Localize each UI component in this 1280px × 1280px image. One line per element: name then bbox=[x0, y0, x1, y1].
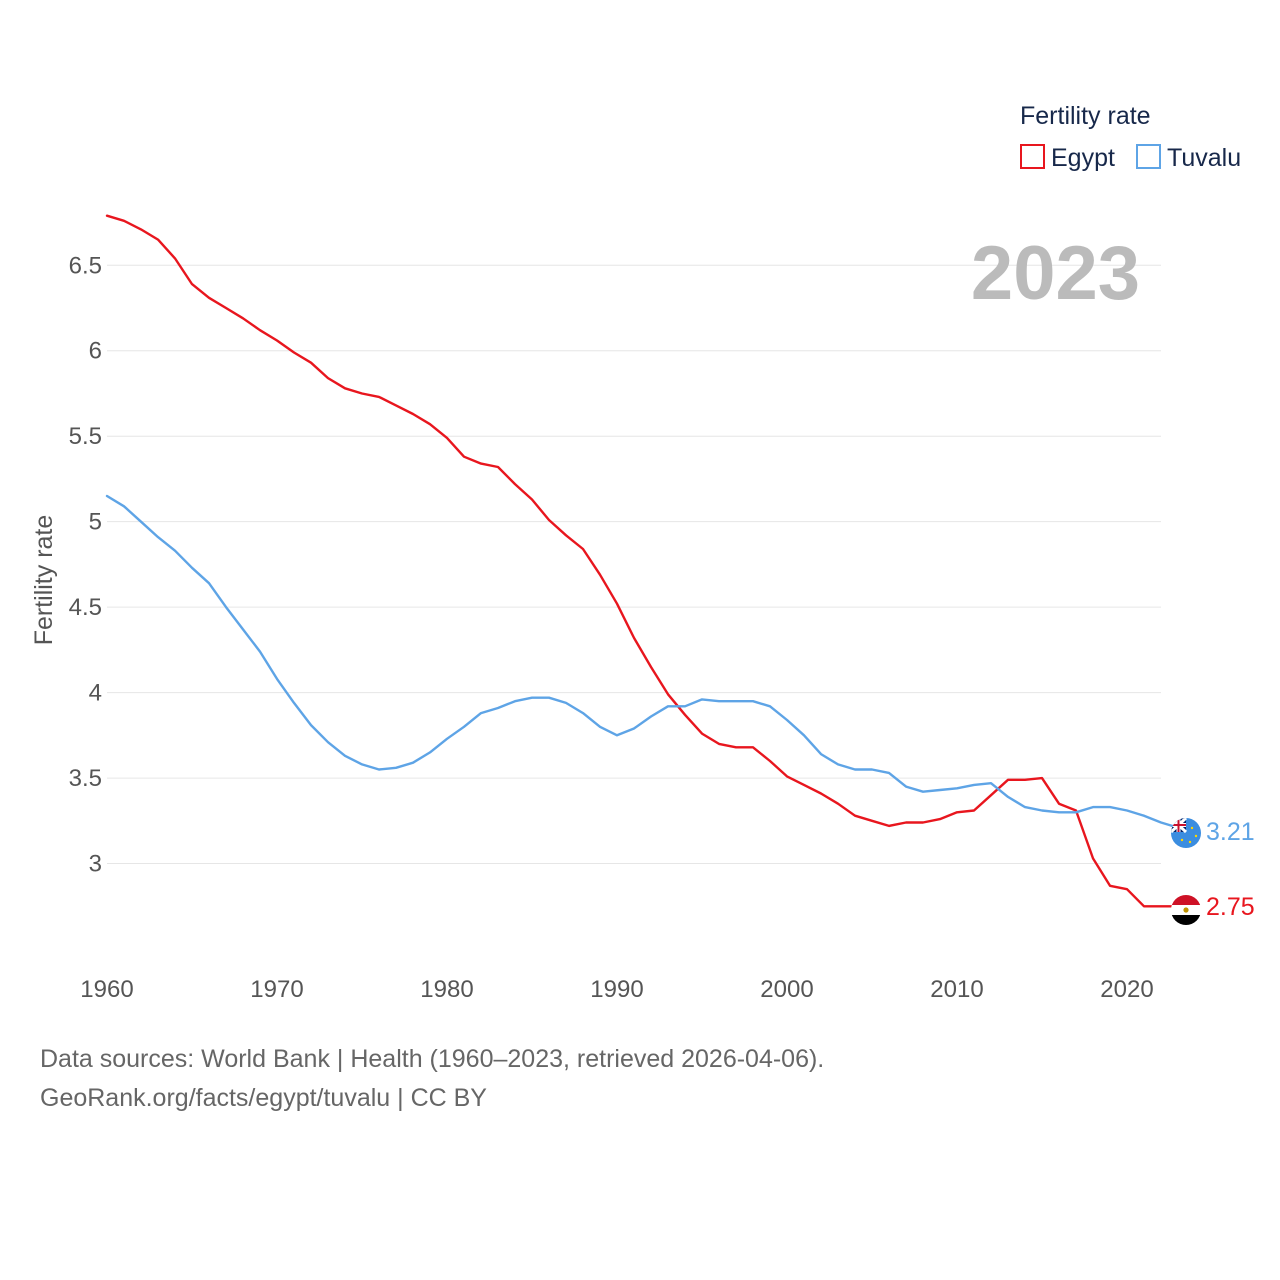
series-lines bbox=[105, 214, 1180, 908]
legend-label-tuvalu[interactable]: Tuvalu bbox=[1167, 144, 1241, 172]
legend-title: Fertility rate bbox=[1020, 102, 1151, 130]
tuvalu-end-value: 3.21 bbox=[1206, 818, 1255, 846]
x-tick-label: 1980 bbox=[420, 976, 473, 1003]
current-year-label: 2023 bbox=[971, 231, 1140, 316]
y-axis-ticks: 3 3.5 4 4.5 5 5.5 6 6.5 bbox=[69, 252, 102, 877]
y-tick-label: 3.5 bbox=[69, 765, 102, 792]
y-axis-label: Fertility rate bbox=[30, 515, 58, 646]
y-tick-label: 4.5 bbox=[69, 594, 102, 621]
grid-lines bbox=[107, 264, 1161, 865]
x-tick-label: 2000 bbox=[760, 976, 813, 1003]
tuvalu-flag-icon bbox=[1171, 818, 1201, 848]
y-tick-label: 5.5 bbox=[69, 423, 102, 450]
x-tick-label: 1970 bbox=[250, 976, 303, 1003]
y-tick-label: 4 bbox=[89, 680, 102, 707]
series-line-tuvalu[interactable] bbox=[105, 494, 1180, 829]
x-tick-label: 2020 bbox=[1100, 976, 1153, 1003]
legend: Fertility rate Egypt Tuvalu bbox=[1020, 102, 1241, 172]
series-line-egypt[interactable] bbox=[105, 214, 1180, 908]
legend-label-egypt[interactable]: Egypt bbox=[1051, 144, 1115, 172]
x-axis-ticks: 1960 1970 1980 1990 2000 2010 2020 bbox=[80, 976, 1153, 1003]
legend-swatch-tuvalu bbox=[1136, 144, 1161, 169]
x-tick-label: 1990 bbox=[590, 976, 643, 1003]
legend-swatch-egypt bbox=[1020, 144, 1045, 169]
y-tick-label: 3 bbox=[89, 851, 102, 878]
y-tick-label: 5 bbox=[89, 509, 102, 536]
egypt-end-value: 2.75 bbox=[1206, 893, 1255, 921]
attribution-line[interactable]: GeoRank.org/facts/egypt/tuvalu | CC BY bbox=[40, 1084, 487, 1112]
egypt-flag-icon bbox=[1171, 895, 1201, 925]
x-tick-label: 2010 bbox=[930, 976, 983, 1003]
x-tick-label: 1960 bbox=[80, 976, 133, 1003]
y-tick-label: 6 bbox=[89, 338, 102, 365]
data-source-line: Data sources: World Bank | Health (1960–… bbox=[40, 1045, 825, 1073]
y-tick-label: 6.5 bbox=[69, 252, 102, 279]
